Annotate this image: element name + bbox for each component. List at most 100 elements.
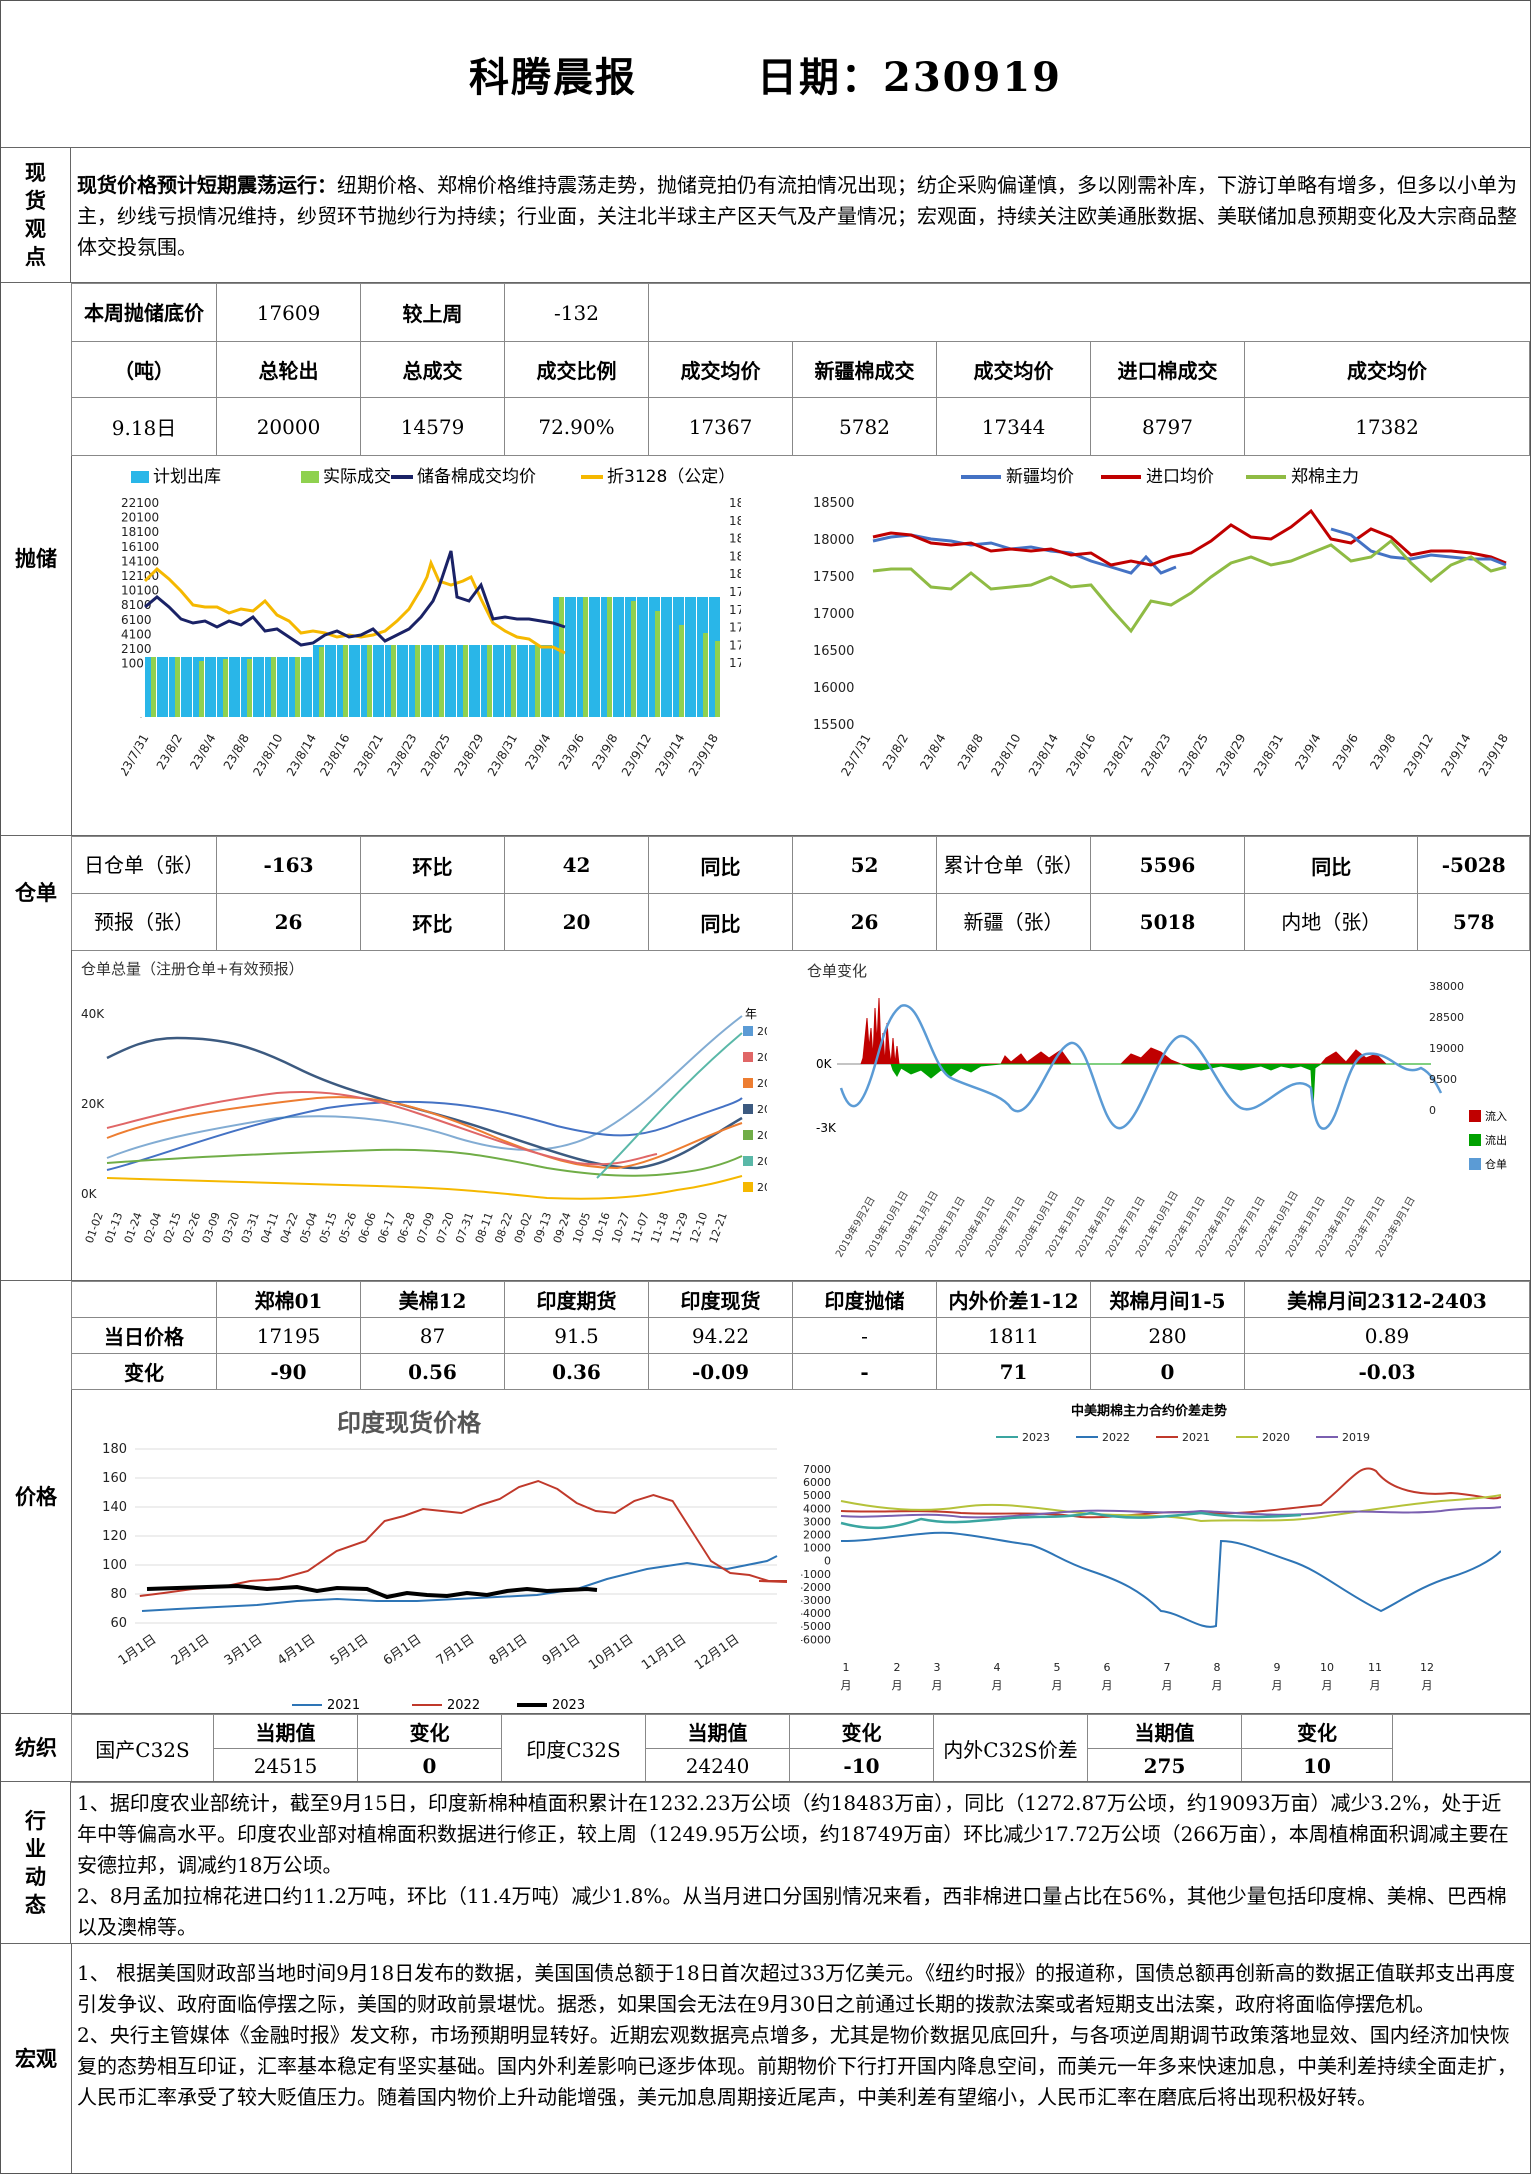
chart6-y-tick: 4000 — [803, 1502, 831, 1515]
chart6-y-tick: -5000 — [801, 1620, 831, 1633]
reserve-cell-2: 14579 — [360, 397, 505, 456]
chart6-x-unit: 月 — [841, 1679, 852, 1692]
chart4-inflow — [860, 997, 1387, 1065]
wh-forecast-yoy-label: 同比 — [648, 893, 793, 951]
chart3-y-tick: 40K — [81, 1007, 105, 1021]
chart2-import-line — [872, 508, 1507, 567]
chart1-x-tick: 23/9/14 — [652, 732, 687, 779]
chart6-x-tick: 7 — [1164, 1661, 1171, 1674]
legend-plan: 计划出库 — [153, 467, 221, 487]
legend-swatch-plan — [131, 471, 149, 483]
wh-total-yoy-value: -5028 — [1417, 836, 1530, 894]
price-change-5: - — [792, 1353, 937, 1390]
chart6-x-tick: 12 — [1420, 1661, 1434, 1674]
price-head-7: 郑棉月间1-5 — [1090, 1281, 1245, 1318]
chart3-legend-swatch — [743, 1104, 753, 1114]
chart6-x-tick: 4 — [994, 1661, 1001, 1674]
chart1-y-right-axis: 18800 18600 18400 18200 18000 17800 17600 17400… — [729, 496, 741, 670]
chart1-x-tick: 23/9/12 — [619, 732, 654, 779]
china-us-spread-chart: 中美期棉主力合约价差走势 2023 2022 2021 2020 2019 700060… — [801, 1403, 1501, 1692]
chart6-x-unit: 月 — [892, 1679, 903, 1692]
chart5-x-tick: 5月1日 — [328, 1632, 371, 1669]
chart1-x-tick: 23/8/23 — [384, 732, 419, 779]
wh-yoy-label: 同比 — [648, 836, 793, 894]
chart1-x-tick: 23/8/29 — [451, 732, 486, 779]
macro-item-1: 1、 根据美国财政部当地时间9月18日发布的数据，美国国债总额于18日首次超过3… — [77, 1961, 1516, 2016]
chart6-x-unit: 月 — [1102, 1679, 1113, 1692]
chart5-y-axis: 180 160 140 120 100 80 60 — [102, 1442, 777, 1631]
chart1-y-left-tick: 18100 — [121, 525, 159, 539]
chart1-avg-line — [144, 550, 566, 647]
chart6-line-2020 — [840, 1494, 1501, 1523]
chart5-x-tick: 9月1日 — [540, 1632, 583, 1669]
chart4-y-right-tick: 19000 — [1429, 1042, 1464, 1055]
chart3-legend-item: 2019 — [757, 1129, 767, 1142]
wh-forecast-yoy-value: 26 — [792, 893, 937, 951]
reserve-floor-value: 17609 — [216, 283, 361, 342]
wh-mom-value: 42 — [504, 836, 649, 894]
reserve-cell-6: 17344 — [936, 397, 1091, 456]
chart2-y-tick: 16000 — [813, 681, 854, 696]
textile-table: 国产C32S 当期值 变化 印度C32S 当期值 变化 内外C32S价差 当期值… — [71, 1714, 1530, 1783]
chart3-legend-swatch — [743, 1052, 753, 1062]
wh-yoy-value: 52 — [792, 836, 937, 894]
chart5-x-tick: 6月1日 — [381, 1632, 424, 1669]
chart1-x-tick: 23/8/4 — [187, 732, 218, 772]
chart3-line-2023 — [596, 1032, 743, 1179]
chart3-line-2020 — [106, 1097, 743, 1171]
chart2-x-tick: 23/9/4 — [1292, 732, 1323, 772]
textile-domestic-chg: 0 — [357, 1748, 502, 1783]
chart4-legend-in: 流入 — [1485, 1109, 1507, 1123]
chart4-legend-swatch-out — [1469, 1134, 1481, 1146]
chart6-y-tick: 6000 — [803, 1476, 831, 1489]
price-change-2: 0.56 — [360, 1353, 505, 1390]
warehouse-label: 仓单 — [1, 836, 72, 950]
spot-section: 现货观点 现货价格预计短期震荡运行：纽期价格、郑棉价格维持震荡走势，抛储竞拍仍有… — [1, 147, 1530, 282]
textile-india-cur: 24240 — [645, 1748, 790, 1783]
chart5-y-tick: 160 — [102, 1471, 127, 1486]
price-change-1: -90 — [216, 1353, 361, 1390]
chart3-title: 仓单总量（注册仓单+有效预报） — [81, 960, 304, 978]
chart3-legend-swatch — [743, 1130, 753, 1140]
chart2-x-tick: 23/8/16 — [1063, 732, 1098, 779]
chart6-y-tick: -1000 — [801, 1568, 831, 1581]
chart5-x-tick: 7月1日 — [434, 1632, 477, 1669]
reserve-floor-label: 本周抛储底价 — [71, 283, 217, 342]
warehouse-table: 日仓单（张） -163 环比 42 同比 52 累计仓单（张） 5596 同比 … — [71, 836, 1530, 951]
chart6-x-tick: 5 — [1054, 1661, 1061, 1674]
wh-daily-label: 日仓单（张） — [71, 836, 217, 894]
chart1-y-right-tick: 17800 — [729, 585, 741, 599]
textile-spread-cur-head: 当期值 — [1087, 1714, 1242, 1749]
textile-india-label: 印度C32S — [501, 1714, 646, 1783]
chart2-x-tick: 23/9/12 — [1401, 732, 1436, 779]
chart6-x-tick: 11 — [1368, 1661, 1382, 1674]
chart4-x-axis: 2019年9月2日 2019年10月1日 2019年11月1日 2020年1月1… — [832, 1188, 1417, 1259]
chart6-y-tick: 0 — [824, 1555, 831, 1568]
chart1-y-left-tick: 14100 — [121, 554, 159, 568]
chart6-y-tick: -3000 — [801, 1594, 831, 1607]
chart2-x-tick: 23/8/14 — [1026, 732, 1061, 779]
chart3-legend-item: 2022 — [757, 1051, 767, 1064]
price-today-1: 17195 — [216, 1317, 361, 1354]
chart2-zc-line — [872, 538, 1507, 634]
chart2-x-tick: 23/8/23 — [1138, 732, 1173, 779]
price-head-4: 印度现货 — [648, 1281, 793, 1318]
chart5-legend-2023: 2023 — [552, 1698, 585, 1711]
industry-label: 行业动态 — [1, 1782, 71, 1943]
chart1-y-right-tick: 18400 — [729, 532, 741, 546]
chart3-legend-swatch — [743, 1026, 753, 1036]
chart6-legend-item: 2020 — [1262, 1431, 1290, 1444]
textile-spread-chg: 10 — [1241, 1748, 1393, 1783]
wh-xinjiang-label: 新疆（张） — [936, 893, 1091, 951]
textile-domestic-chg-head: 变化 — [357, 1714, 502, 1749]
chart5-y-tick: 140 — [102, 1500, 127, 1515]
warehouse-change-chart: 仓单变化 0K -3K 38000 28500 19000 9500 0 流入 流出 仓… — [807, 962, 1507, 1260]
price-change-4: -0.09 — [648, 1353, 793, 1390]
chart4-legend-swatch-stock — [1469, 1158, 1481, 1170]
chart1-y-right-tick: 18000 — [729, 567, 741, 581]
chart6-x-unit: 月 — [1370, 1679, 1381, 1692]
chart1-x-tick: 23/8/31 — [485, 732, 520, 779]
price-today-label: 当日价格 — [71, 1317, 217, 1354]
macro-item-2: 2、央行主管媒体《金融时报》发文称，市场预期明显转好。近期宏观数据亮点增多，尤其… — [77, 2023, 1517, 2109]
